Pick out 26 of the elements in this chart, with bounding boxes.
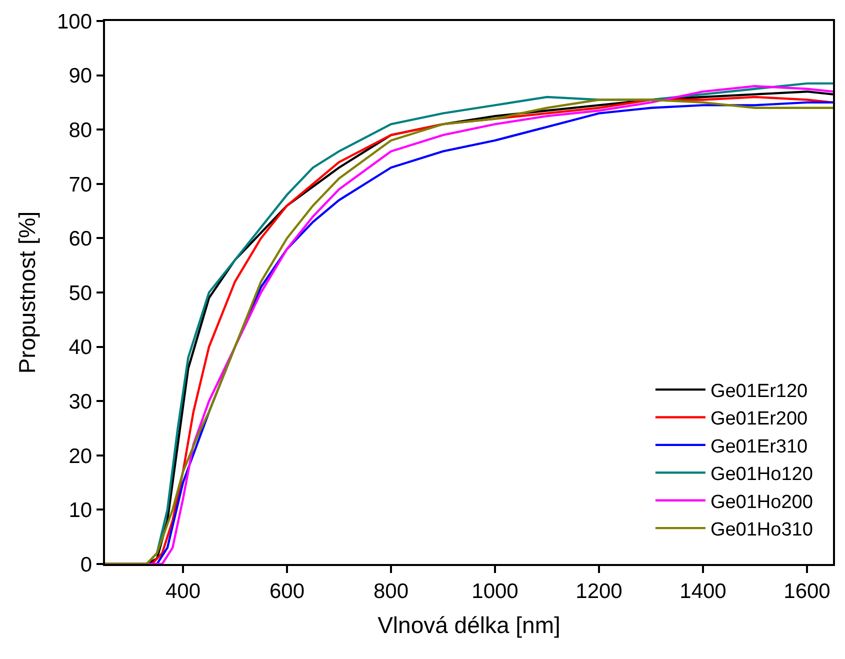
x-tick-label: 1000: [472, 580, 518, 603]
y-tick-label: 10: [68, 499, 92, 522]
y-tick-label: 20: [68, 444, 92, 468]
legend-label: Ge01Ho310: [710, 519, 813, 540]
y-tick-label: 40: [68, 336, 92, 360]
y-tick-label: 90: [68, 64, 92, 88]
y-tick-label: 80: [68, 118, 92, 142]
x-tick-label: 1200: [576, 580, 622, 603]
legend-label: Ge01Er310: [710, 436, 808, 458]
y-tick-label: 50: [68, 282, 92, 305]
x-tick-label: 1600: [784, 580, 830, 603]
x-axis-title: Vlnová délka [nm]: [378, 612, 560, 638]
y-tick-label: 60: [68, 228, 92, 251]
y-tick-label: 100: [57, 10, 92, 34]
y-axis-title: Propustnost [%]: [14, 211, 40, 374]
legend-label: Ge01Ho120: [710, 464, 813, 486]
y-tick-label: 70: [68, 173, 92, 196]
x-tick-label: 400: [165, 580, 201, 603]
legend-label: Ge01Ho200: [710, 492, 813, 513]
x-tick-label: 800: [373, 580, 409, 603]
y-tick-label: 30: [68, 390, 92, 414]
legend-label: Ge01Er200: [710, 408, 808, 430]
y-tick-label: 0: [80, 553, 92, 576]
legend-label: Ge01Er120: [710, 380, 808, 402]
x-tick-label: 600: [269, 580, 305, 603]
x-tick-label: 1400: [680, 580, 726, 603]
